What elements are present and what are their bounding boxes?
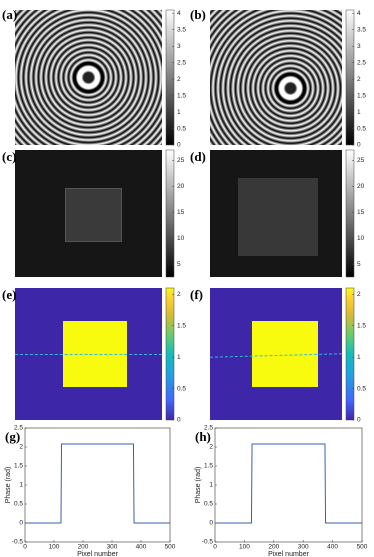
- spectrum-image: [15, 150, 162, 277]
- colorbar-tick-label: 5: [177, 261, 181, 268]
- phase-image: [210, 288, 342, 420]
- colorbar-tick-label: 25: [357, 157, 365, 164]
- colorbar: [165, 287, 175, 421]
- x-tick-label: 300: [298, 544, 309, 551]
- colorbar-tick-label: 1: [357, 109, 361, 116]
- y-tick-label: -0.5: [12, 539, 24, 546]
- x-axis-label: Pixel number: [268, 551, 310, 557]
- colorbar-tick-label: 0: [357, 142, 361, 149]
- panel-label: (e): [2, 287, 16, 302]
- colorbar-tick-label: 25: [177, 157, 185, 164]
- data-line: [25, 443, 170, 524]
- colorbar-tick-label: 1: [357, 354, 361, 361]
- colorbar-tick-label: 15: [177, 209, 185, 216]
- colorbar-tick-label: 3.5: [177, 26, 186, 33]
- colorbar-tick-label: 0.5: [177, 125, 186, 132]
- colorbar: [345, 9, 355, 146]
- x-tick-label: 200: [78, 544, 89, 551]
- y-tick-label: 2: [209, 444, 213, 451]
- colorbar-tick-label: 4: [177, 10, 181, 17]
- y-axis-label: Phase (rad): [5, 467, 12, 504]
- colorbar-tick-label: 2: [357, 76, 361, 83]
- x-tick-label: 500: [165, 544, 176, 551]
- phase-image: [15, 288, 162, 420]
- colorbar-tick-label: 10: [357, 235, 365, 242]
- panel-label: (d): [190, 149, 206, 164]
- spectrum-region: [238, 178, 318, 256]
- panel-label: (c): [2, 149, 16, 164]
- colorbar-tick-label: 0.5: [177, 385, 186, 392]
- colorbar-tick-label: 1.5: [357, 92, 366, 99]
- colorbar-tick-label: 5: [357, 261, 361, 268]
- phase-object: [252, 321, 318, 387]
- y-tick-label: 1.5: [204, 463, 213, 470]
- hologram-image: [210, 10, 342, 145]
- colorbar-tick-label: 0: [177, 417, 181, 424]
- panel-label: (b): [190, 7, 206, 22]
- colorbar-tick-label: 3: [177, 43, 181, 50]
- y-axis-label: Phase (rad): [195, 467, 202, 504]
- colorbar: [165, 9, 175, 146]
- colorbar-tick-label: 3.5: [357, 26, 366, 33]
- colorbar-tick-label: 2.5: [177, 59, 186, 66]
- x-tick-label: 500: [357, 544, 368, 551]
- colorbar-tick-label: 1.5: [177, 92, 186, 99]
- colorbar-tick-label: 20: [357, 183, 365, 190]
- colorbar-tick-label: 1.5: [357, 322, 366, 329]
- colorbar-tick-label: 1: [177, 354, 181, 361]
- profile-line: [15, 354, 162, 355]
- colorbar: [345, 287, 355, 421]
- y-tick-label: 1.5: [14, 463, 23, 470]
- colorbar-tick-label: 10: [177, 235, 185, 242]
- colorbar-tick-label: 15: [357, 209, 365, 216]
- panel-label: (g): [5, 429, 20, 444]
- y-tick-label: 0.5: [204, 501, 213, 508]
- spectrum-region: [65, 188, 122, 242]
- colorbar: [345, 149, 355, 278]
- colorbar-tick-label: 0: [177, 142, 181, 149]
- colorbar-tick-label: 3: [357, 43, 361, 50]
- y-tick-label: 2: [19, 444, 23, 451]
- colorbar-tick-label: 2.5: [357, 59, 366, 66]
- colorbar-tick-label: 4: [357, 10, 361, 17]
- data-line: [215, 443, 362, 524]
- plot-area: [24, 427, 171, 543]
- x-tick-label: 100: [239, 544, 250, 551]
- y-tick-label: 1: [209, 482, 213, 489]
- x-tick-label: 200: [268, 544, 279, 551]
- y-tick-label: 0: [209, 520, 213, 527]
- x-tick-label: 300: [107, 544, 118, 551]
- x-tick-label: 100: [49, 544, 60, 551]
- y-tick-label: 1: [19, 482, 23, 489]
- panel-label: (f): [190, 287, 203, 302]
- colorbar-tick-label: 2: [177, 291, 181, 298]
- colorbar-tick-label: 0.5: [357, 125, 366, 132]
- y-tick-label: -0.5: [202, 539, 214, 546]
- y-tick-label: 0.5: [14, 501, 23, 508]
- x-tick-label: 400: [327, 544, 338, 551]
- colorbar-tick-label: 1: [177, 109, 181, 116]
- x-tick-label: 0: [213, 544, 217, 551]
- colorbar-tick-label: 0.5: [357, 385, 366, 392]
- y-tick-label: 0: [19, 520, 23, 527]
- colorbar-tick-label: 2: [177, 76, 181, 83]
- plot-area: [214, 427, 363, 543]
- colorbar-tick-label: 1.5: [177, 322, 186, 329]
- panel-label: (h): [195, 429, 211, 444]
- x-tick-label: 400: [136, 544, 147, 551]
- colorbar: [165, 149, 175, 278]
- colorbar-tick-label: 2: [357, 291, 361, 298]
- y-tick-label: 2.5: [14, 425, 23, 432]
- spectrum-image: [210, 150, 342, 277]
- y-tick-label: 2.5: [204, 425, 213, 432]
- x-axis-label: Pixel number: [77, 551, 119, 557]
- hologram-image: [15, 10, 162, 145]
- colorbar-tick-label: 0: [357, 417, 361, 424]
- x-tick-label: 0: [23, 544, 27, 551]
- panel-label: (a): [2, 7, 17, 22]
- colorbar-tick-label: 20: [177, 183, 185, 190]
